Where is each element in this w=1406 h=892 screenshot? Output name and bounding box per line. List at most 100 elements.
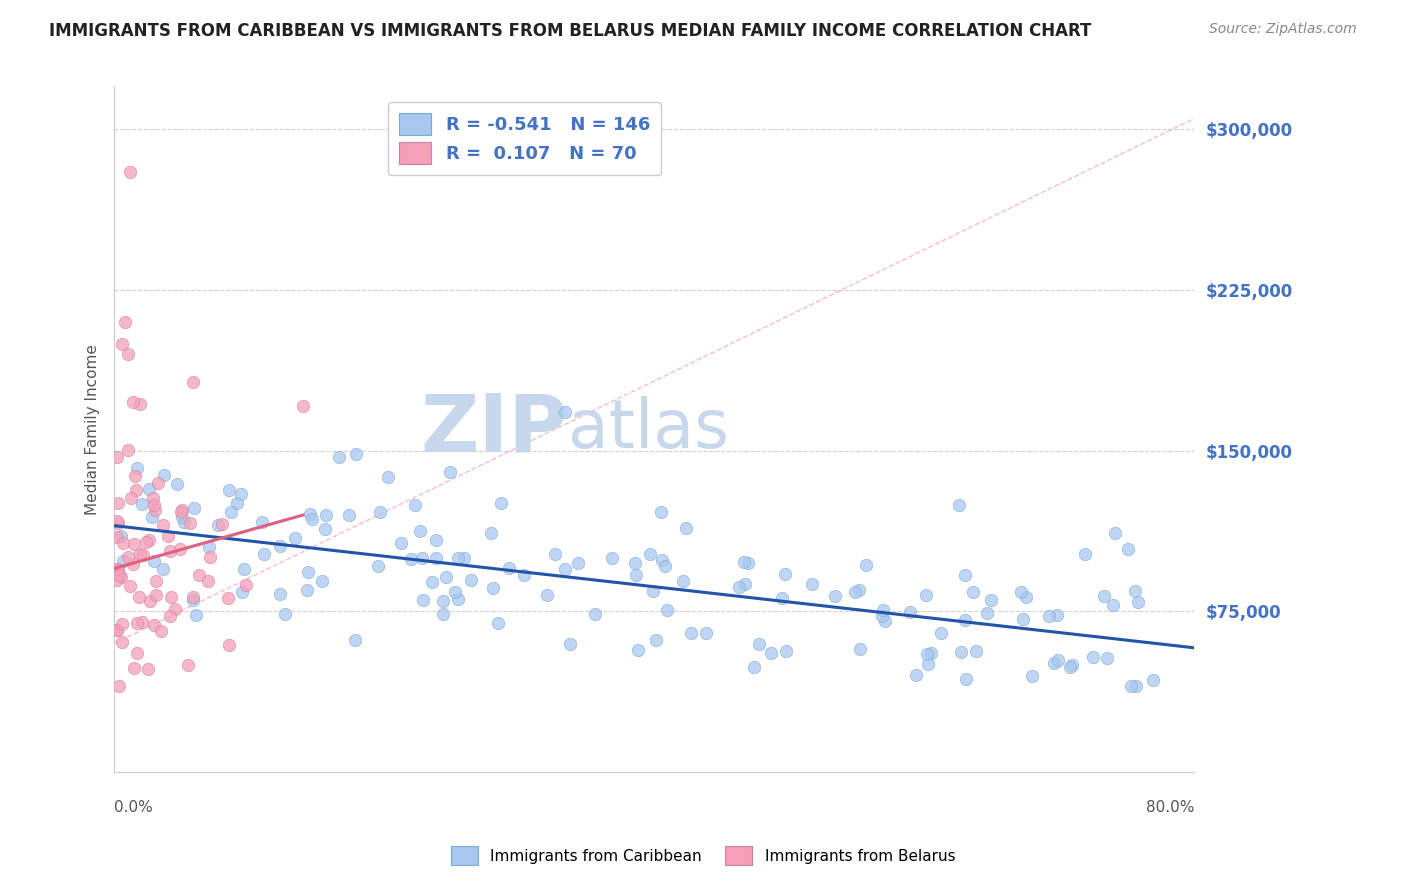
Point (143, 553, 166, 567)
Point (444, 585, 467, 599)
Point (641, 584, 664, 599)
Point (111, 553, 134, 567)
Point (105, 562, 128, 576)
Point (1104, 526, 1126, 541)
Point (124, 468, 146, 483)
Point (645, 632, 668, 647)
Point (105, 530, 128, 544)
Point (654, 558, 676, 573)
Point (650, 505, 672, 519)
Point (1116, 542, 1139, 557)
Point (801, 577, 824, 591)
Point (183, 592, 205, 607)
Point (169, 541, 191, 556)
Point (269, 587, 291, 601)
Point (141, 510, 163, 524)
Point (554, 561, 576, 575)
Point (314, 522, 336, 536)
Point (904, 668, 927, 682)
Point (170, 505, 193, 519)
Point (159, 543, 181, 558)
Point (117, 550, 139, 565)
Point (446, 550, 468, 565)
Point (291, 399, 314, 413)
Point (420, 575, 443, 590)
Point (558, 637, 581, 651)
Point (146, 476, 169, 491)
Point (479, 525, 502, 540)
Point (1092, 589, 1115, 603)
Point (1125, 679, 1147, 693)
Point (651, 552, 673, 566)
Point (211, 517, 233, 532)
Text: 0.0%: 0.0% (114, 799, 153, 814)
Point (122, 537, 145, 551)
Point (915, 647, 938, 661)
Point (127, 646, 149, 660)
Point (411, 550, 433, 565)
Point (297, 565, 319, 579)
Point (624, 556, 647, 570)
Point (301, 512, 323, 526)
Point (915, 589, 938, 603)
Point (432, 607, 454, 621)
Point (188, 567, 211, 582)
Point (744, 660, 766, 674)
Point (425, 533, 447, 547)
Point (136, 662, 159, 676)
Point (404, 499, 426, 513)
Point (218, 638, 240, 652)
Point (409, 524, 432, 538)
Point (142, 491, 165, 505)
Point (1142, 673, 1164, 687)
Point (949, 645, 972, 659)
Point (948, 498, 970, 512)
Point (439, 465, 461, 479)
Point (177, 657, 200, 672)
Point (672, 574, 695, 588)
Point (486, 616, 509, 631)
Text: ZIP: ZIP (420, 390, 568, 468)
Point (917, 657, 939, 671)
Point (284, 531, 307, 545)
Point (127, 461, 149, 475)
Point (226, 496, 249, 510)
Point (759, 646, 782, 660)
Point (399, 551, 422, 566)
Point (138, 533, 160, 548)
Point (117, 347, 139, 361)
Point (965, 644, 987, 658)
Point (117, 442, 139, 457)
Point (217, 591, 239, 605)
Point (640, 547, 662, 561)
Point (183, 375, 205, 389)
Point (1038, 609, 1060, 624)
Point (695, 625, 717, 640)
Point (232, 562, 254, 576)
Point (770, 591, 793, 606)
Point (513, 568, 536, 582)
Point (567, 557, 589, 571)
Point (107, 496, 129, 510)
Text: atlas: atlas (568, 396, 728, 462)
Point (218, 483, 240, 497)
Point (775, 643, 797, 657)
Point (105, 623, 128, 637)
Point (626, 567, 648, 582)
Point (389, 536, 412, 550)
Point (163, 602, 186, 616)
Point (955, 568, 977, 582)
Point (543, 547, 565, 561)
Point (734, 577, 756, 591)
Point (183, 500, 205, 515)
Point (1010, 584, 1032, 599)
Point (344, 447, 367, 461)
Point (953, 613, 976, 627)
Point (198, 550, 221, 565)
Point (129, 547, 152, 561)
Point (872, 603, 894, 617)
Point (111, 336, 134, 351)
Point (135, 535, 157, 549)
Point (1046, 653, 1069, 667)
Point (179, 516, 201, 530)
